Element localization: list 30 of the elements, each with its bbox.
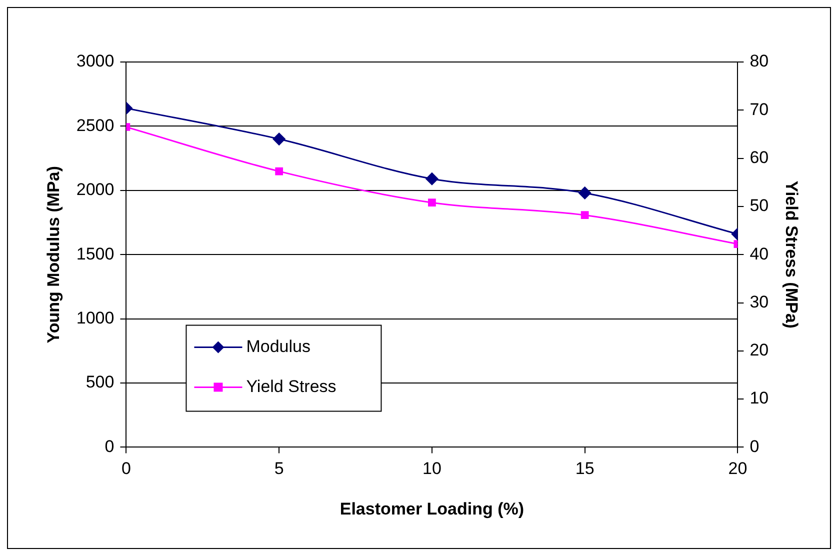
y-axis-title: Young Modulus (MPa) [44,166,63,344]
x-axis-title: Elastomer Loading (%) [340,499,524,518]
y-tick-label: 3000 [76,52,114,71]
y2-tick-label: 30 [750,292,769,312]
y-tick-label: 500 [86,372,114,392]
y-tick-label: 1000 [76,308,114,328]
y2-tick-label: 50 [750,196,769,216]
x-tick-label: 15 [575,459,594,478]
y2-tick-label: 0 [750,436,760,456]
legend-label: Modulus [246,336,310,356]
y2-tick-label: 20 [750,340,769,360]
x-tick-label: 5 [274,459,284,478]
point [426,172,438,186]
y2-tick-label: 40 [750,244,769,264]
point [428,198,436,207]
y-tick-label: 2500 [76,116,114,135]
y2-axis-title: Yield Stress (MPa) [782,180,802,328]
y-tick-label: 2000 [76,180,114,200]
x-tick-label: 20 [728,459,748,478]
point [275,167,284,176]
y2-tick-label: 70 [750,100,769,119]
y-tick-label: 1500 [76,244,114,264]
point [580,211,589,220]
y-tick-label: 0 [104,436,114,456]
legend-label: Yield Stress [246,376,336,396]
x-tick-label: 10 [422,459,442,478]
y2-tick-label: 60 [750,148,769,167]
x-tick-label: 0 [121,459,131,478]
y2-tick-label: 80 [750,52,769,71]
y2-tick-label: 10 [750,388,769,408]
